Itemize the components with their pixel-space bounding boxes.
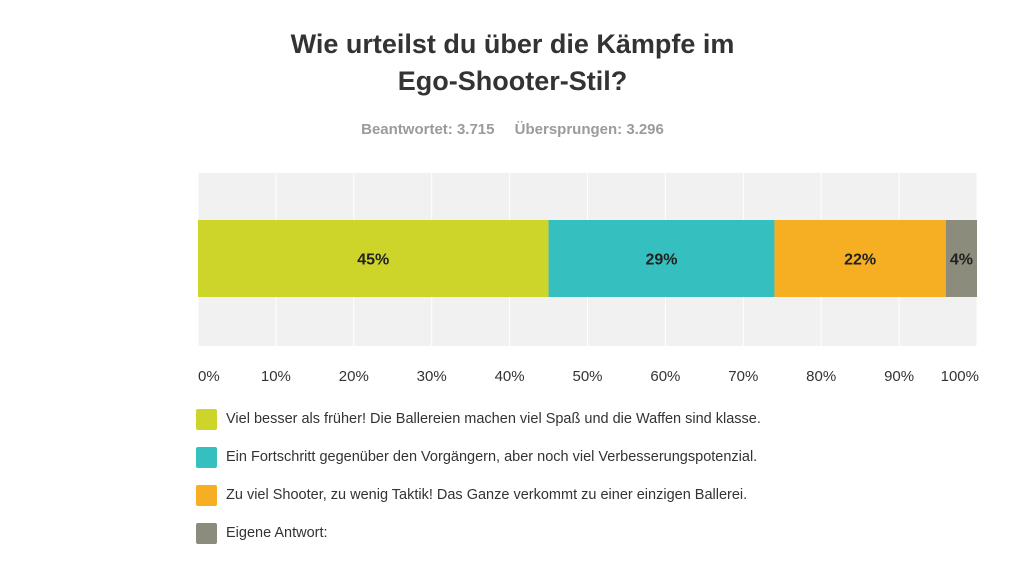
- bar-segment: [945, 220, 977, 297]
- response-stats: Beantwortet: 3.715 Übersprungen: 3.296: [200, 121, 825, 138]
- legend-swatch: [196, 446, 217, 468]
- bar-value-label: 22%: [844, 252, 876, 269]
- x-tick-label: 40%: [495, 368, 525, 385]
- chart-title-line-1: Wie urteilst du über die Kämpfe im: [290, 29, 735, 59]
- x-tick-label: 70%: [728, 368, 758, 385]
- legend-label: Viel besser als früher! Die Ballereien m…: [226, 411, 761, 427]
- legend-swatch: [196, 408, 217, 430]
- legend-item: Ein Fortschritt gegenüber den Vorgängern…: [196, 438, 761, 476]
- answered-count: Beantwortet: 3.715: [361, 121, 495, 138]
- x-tick-label: 10%: [261, 368, 291, 385]
- chart-legend: Viel besser als früher! Die Ballereien m…: [196, 400, 761, 552]
- legend-label: Eigene Antwort:: [226, 525, 328, 541]
- x-tick-label: 50%: [572, 368, 602, 385]
- legend-label: Ein Fortschritt gegenüber den Vorgängern…: [226, 449, 758, 465]
- x-tick-label: 90%: [884, 368, 914, 385]
- x-tick-label: 20%: [339, 368, 369, 385]
- x-tick-label: 0%: [198, 368, 220, 385]
- x-tick-label: 30%: [417, 368, 447, 385]
- x-tick-label: 100%: [941, 368, 979, 385]
- x-tick-label: 80%: [806, 368, 836, 385]
- chart-title-line-2: Ego-Shooter-Stil?: [397, 66, 628, 96]
- legend-swatch: [196, 484, 217, 506]
- legend-item: Viel besser als früher! Die Ballereien m…: [196, 400, 761, 438]
- legend-label: Zu viel Shooter, zu wenig Taktik! Das Ga…: [226, 487, 748, 503]
- x-tick-label: 60%: [650, 368, 680, 385]
- legend-item: Zu viel Shooter, zu wenig Taktik! Das Ga…: [196, 476, 761, 514]
- legend-swatch: [196, 522, 217, 544]
- skipped-count: Übersprungen: 3.296: [514, 121, 664, 138]
- legend-item: Eigene Antwort:: [196, 514, 761, 552]
- bar-segment: [548, 220, 775, 297]
- bar-segment: [198, 220, 549, 297]
- bar-value-label: 29%: [645, 252, 677, 269]
- chart-title: Wie urteilst du über die Kämpfe im Ego-S…: [200, 26, 825, 100]
- bar-segment: [774, 220, 946, 297]
- bar-value-label: 4%: [950, 252, 973, 269]
- stacked-bar-chart: 45% 29% 22% 4% 0% 10% 20% 30% 40% 50% 60% 70% 80% 90%…: [197, 173, 979, 385]
- bar-value-label: 45%: [357, 252, 389, 269]
